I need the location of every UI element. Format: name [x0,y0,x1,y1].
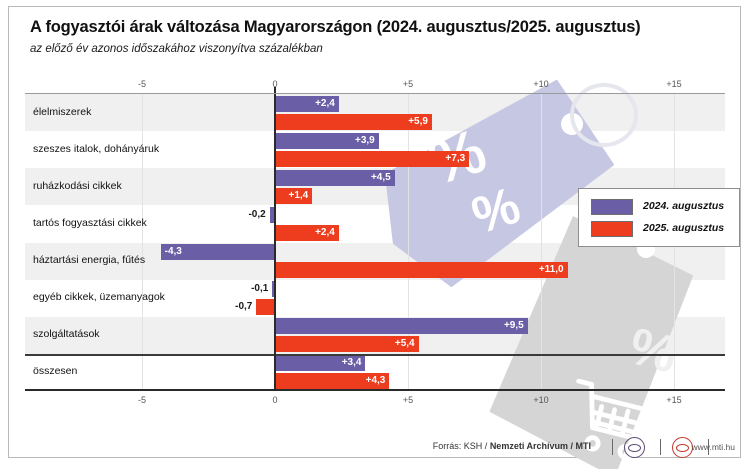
bar-2025 [275,187,313,204]
bar-2024 [269,206,275,223]
category-label: élelmiszerek [33,105,92,118]
footer-separator-1 [612,439,613,455]
bar-2024 [275,169,395,186]
bar-value-label: +1,4 [288,189,309,201]
axis-tick-label: 0 [272,395,278,405]
page-subtitle: az előző év azonos időszakához viszonyít… [30,43,323,55]
axis-tick-label: +15 [666,395,682,405]
footer: Forrás: KSH / Nemzeti Archívum / MTI www… [9,434,741,462]
axis-tick-label: +10 [533,395,549,405]
source-credit: Forrás: KSH / Nemzeti Archívum / MTI [433,441,591,451]
bar-value-label: +3,4 [341,357,362,369]
bar-value-label: -0,2 [248,208,266,220]
legend-swatch-2025 [591,221,633,237]
source-bold: Nemzeti Archívum / MTI [489,441,591,451]
bar-2024 [275,318,528,335]
category-label: ruházkodási cikkek [33,179,122,192]
bar-value-label: +4,3 [365,375,386,387]
gridline [408,93,409,391]
bar-2025 [256,299,275,316]
chart-legend: 2024. augusztus 2025. augusztus [578,188,740,247]
bar-2025 [275,373,390,390]
bar-value-label: +9,5 [503,320,524,332]
category-label: szeszes italok, dohányáruk [33,142,160,155]
bar-2025 [275,113,432,130]
bar-value-label: +2,4 [315,97,335,109]
bar-value-label: +3,9 [354,134,375,146]
bar-value-label: +4,5 [370,171,391,183]
bar-value-label: +7,3 [445,152,466,164]
category-label: összesen [33,365,78,378]
bar-value-label: +11,0 [538,264,564,276]
mti-logo-icon [624,437,645,458]
category-label: háztartási energia, fűtés [33,254,146,267]
gridline [541,93,542,391]
bar-2025 [275,150,470,167]
bar-2025 [275,262,568,279]
category-label: egyéb cikkek, üzemanyagok [33,291,165,304]
axis-tick-label: -5 [137,395,147,405]
axis-tick-label: 0 [272,79,278,89]
bar-value-label: +2,4 [315,226,335,238]
legend-swatch-2024 [591,199,633,215]
axis-tick-label: +5 [402,79,414,89]
axis-tick-label: +5 [402,395,414,405]
archive-logo-icon [672,437,693,458]
zero-axis-line [274,87,276,391]
legend-label-2024: 2024. augusztus [643,200,725,212]
bar-2025 [275,336,419,353]
axis-tick-label: +15 [666,79,682,89]
gridline [142,93,143,391]
page-title: A fogyasztói árak változása Magyarország… [30,18,641,36]
bar-2024 [160,244,275,261]
category-label: tartós fogyasztási cikkek [33,216,147,229]
footer-separator-3 [708,439,709,455]
bar-value-label: -4,3 [164,246,182,258]
category-label: szolgáltatások [33,328,100,341]
footer-url: www.mti.hu [691,442,735,452]
bar-2024 [275,132,379,149]
bar-2024 [272,281,275,298]
bar-value-label: +5,9 [408,115,428,127]
footer-separator-2 [660,439,661,455]
bar-2025 [275,224,339,241]
axis-top [25,93,725,94]
bar-value-label: +5,4 [394,338,415,350]
axis-bottom [25,389,725,391]
source-prefix: Forrás: KSH / [432,441,490,451]
legend-label-2025: 2025. augusztus [643,222,725,234]
chart-plot-area: % % % élelmiszerek +2,4 +5,9 szeszes italok… [25,85,740,405]
total-separator [25,353,725,356]
bar-2024 [275,95,339,112]
bar-value-label: -0,1 [251,283,269,295]
axis-tick-label: -5 [137,79,147,89]
bar-value-label: -0,7 [235,301,253,313]
axis-tick-label: +10 [533,79,549,89]
bar-2024 [275,355,366,372]
